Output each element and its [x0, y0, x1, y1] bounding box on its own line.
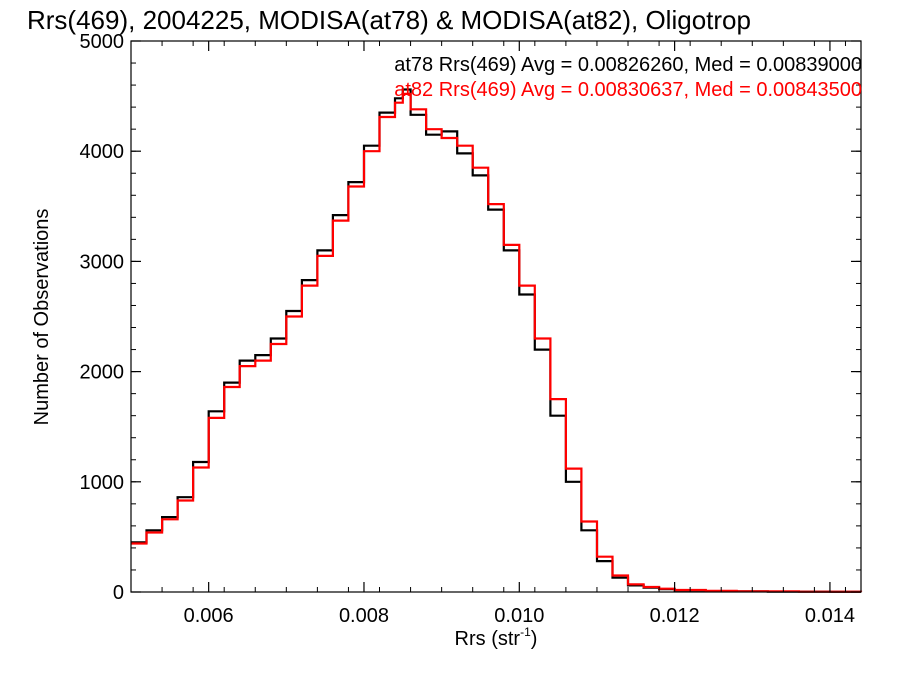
chart-title: Rrs(469), 2004225, MODISA(at78) & MODISA…: [27, 5, 751, 35]
y-axis-label: Number of Observations: [31, 209, 53, 426]
x-axis-label-main: Rrs (str: [455, 628, 521, 650]
x-axis-label-superscript: -1: [520, 625, 531, 639]
x-tick-label: 0.014: [805, 605, 855, 627]
x-tick-label: 0.008: [339, 605, 389, 627]
y-tick-label: 5000: [80, 31, 125, 53]
x-tick-label: 0.006: [184, 605, 234, 627]
x-tick-label: 0.012: [650, 605, 700, 627]
axes-layer: 0.006 0.008 0.010 0.012 0.014 0 1000 2000 3000 40…: [80, 31, 862, 627]
y-tick-label: 1000: [80, 472, 125, 494]
plot-frame: [130, 40, 862, 593]
y-tick-label: 0: [113, 582, 124, 604]
y-tick-label: 2000: [80, 362, 125, 384]
y-tick-label: 3000: [80, 251, 125, 273]
y-tick-label: 4000: [80, 141, 125, 163]
x-axis-label: Rrs (str-1): [455, 625, 538, 650]
x-axis-label-close: ): [531, 628, 538, 650]
x-tick-label: 0.010: [494, 605, 544, 627]
legend-entry-at82: at82 Rrs(469) Avg = 0.00830637, Med = 0.…: [394, 79, 862, 101]
legend-entry-at78: at78 Rrs(469) Avg = 0.00826260, Med = 0.…: [394, 54, 862, 76]
